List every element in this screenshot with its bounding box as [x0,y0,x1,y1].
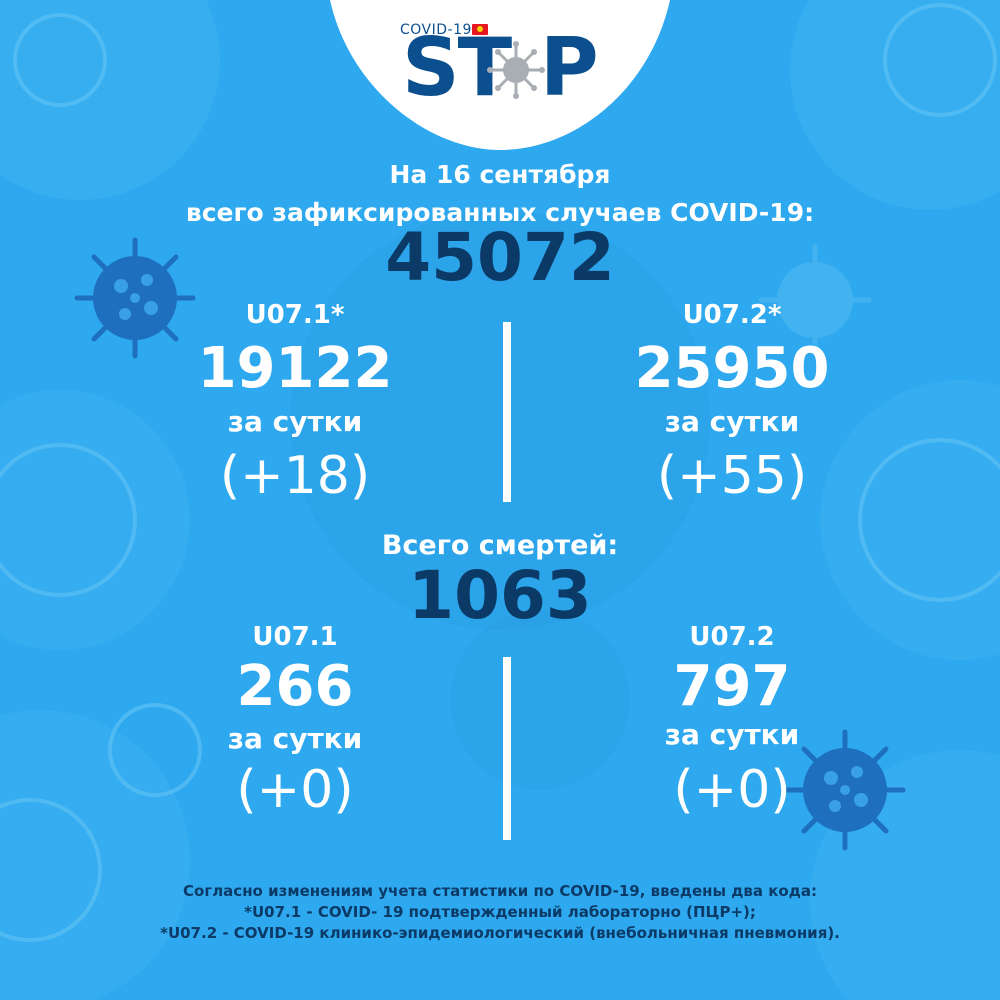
deaths-value: 1063 [408,557,592,634]
footnote-line: *U07.1 - COVID- 19 подтвержденный лабора… [244,903,756,921]
cases-left-code: U07.1* [245,300,345,330]
total-cases-value: 45072 [385,219,615,296]
deaths-label: Всего смертей: [381,530,619,561]
logo-tag: COVID-19 [400,22,472,38]
cases-right-per-day-label: за сутки [664,405,800,438]
footnote-line: *U07.2 - COVID-19 клинико-эпидемиологиче… [160,924,840,942]
deaths-right-delta: (+0) [673,760,791,820]
deaths-left-delta: (+0) [236,760,354,820]
divider [503,657,511,840]
flag-sun [477,26,483,32]
total-cases-label: всего зафиксированных случаев COVID-19: [185,198,815,227]
logo-word-right: P [540,21,599,114]
deaths-left-value: 266 [236,654,354,719]
deaths-right-value: 797 [673,654,791,719]
deaths-right-code: U07.2 [689,622,775,652]
deaths-left-per-day-label: за сутки [227,722,363,755]
logo-word-left: ST [402,21,512,114]
deaths-left-code: U07.1 [252,622,338,652]
cases-right-code: U07.2* [682,300,782,330]
cases-right-delta: (+55) [656,446,808,506]
divider [503,322,511,502]
virus-icon [74,237,196,359]
footnote-line: Согласно изменениям учета статистики по … [183,882,817,900]
cases-right-value: 25950 [634,336,830,401]
virus-icon [784,729,906,851]
cases-left-value: 19122 [197,336,393,401]
virus-icon [487,41,545,99]
cases-left-delta: (+18) [219,446,371,506]
report-date: На 16 сентября [389,160,611,189]
deaths-right-per-day-label: за сутки [664,718,800,751]
cases-left-per-day-label: за сутки [227,405,363,438]
